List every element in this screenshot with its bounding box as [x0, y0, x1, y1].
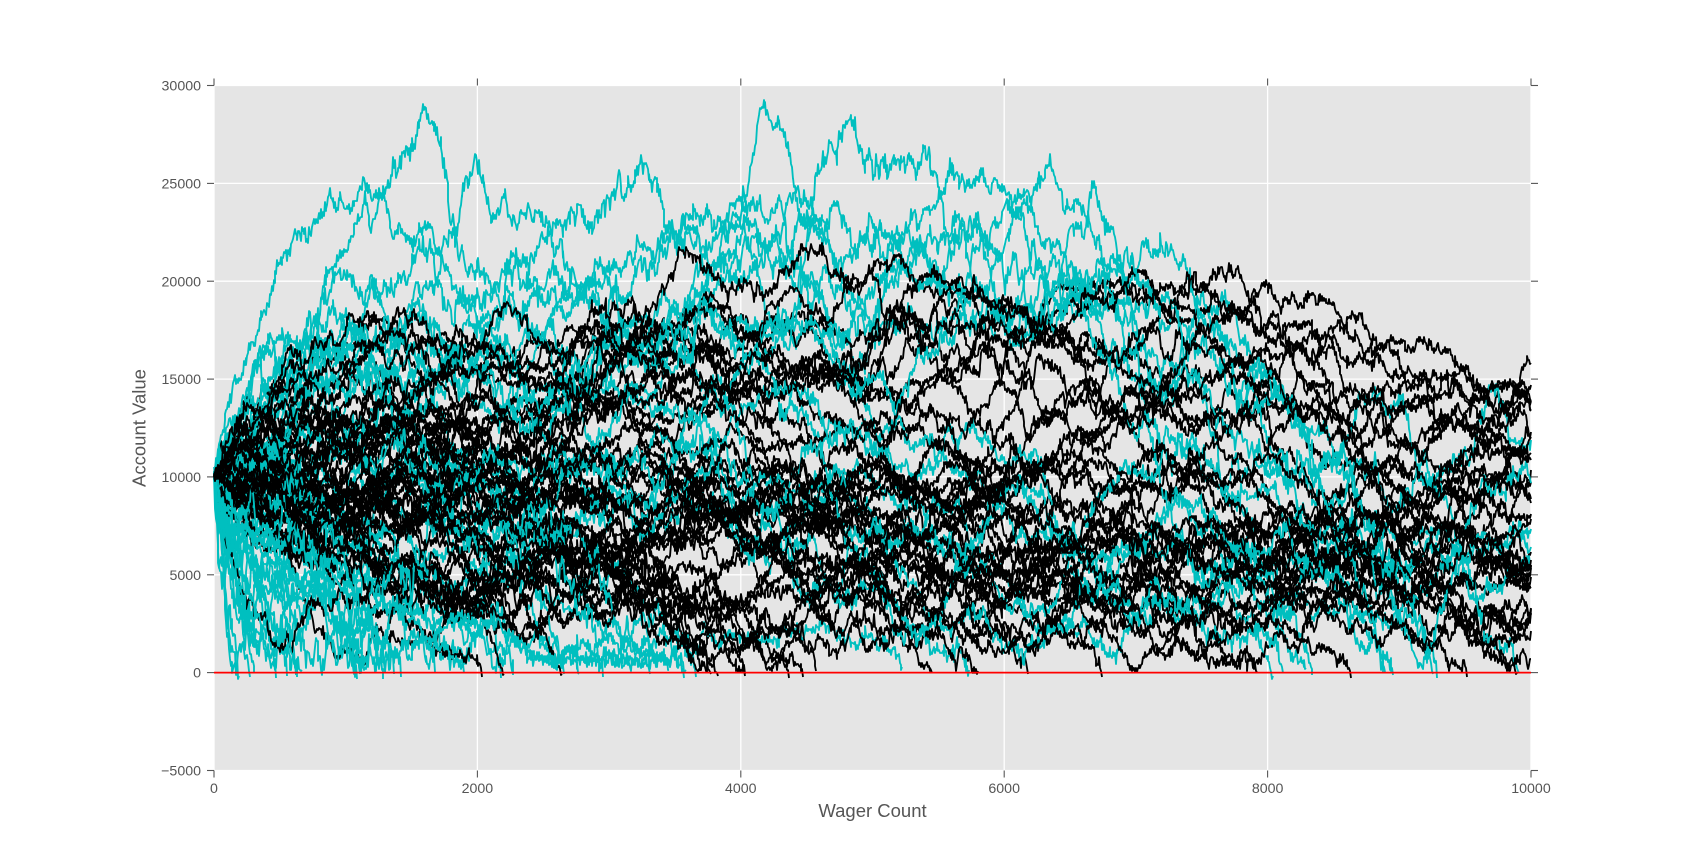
svg-text:−5000: −5000: [161, 764, 201, 780]
svg-text:0: 0: [193, 666, 201, 682]
svg-text:30000: 30000: [162, 79, 202, 95]
svg-text:2000: 2000: [462, 781, 494, 797]
svg-text:20000: 20000: [162, 274, 202, 290]
svg-text:6000: 6000: [988, 781, 1020, 797]
svg-text:15000: 15000: [162, 372, 202, 388]
svg-text:4000: 4000: [725, 781, 757, 797]
svg-text:10000: 10000: [162, 470, 202, 486]
svg-text:Wager Count: Wager Count: [818, 800, 926, 821]
svg-text:25000: 25000: [162, 177, 202, 193]
svg-text:0: 0: [210, 781, 218, 797]
svg-text:8000: 8000: [1252, 781, 1284, 797]
svg-text:10000: 10000: [1511, 781, 1551, 797]
svg-text:Account Value: Account Value: [129, 369, 150, 487]
svg-text:5000: 5000: [169, 568, 201, 584]
